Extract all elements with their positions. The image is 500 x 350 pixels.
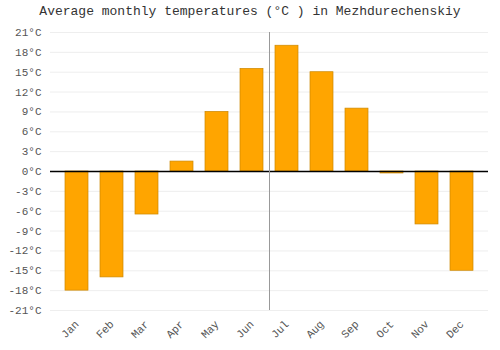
html-text:Average monthly temperatures (: Average monthly temperatures (°C ) in Me… — [39, 4, 461, 19]
svg-text:Mar: Mar — [129, 318, 151, 340]
svg-text:Feb: Feb — [94, 318, 116, 340]
svg-text:-18°C: -18°C — [8, 285, 41, 297]
svg-text:Nov: Nov — [409, 318, 432, 341]
svg-text:0°C: 0°C — [22, 166, 42, 178]
svg-text:Aug: Aug — [304, 318, 326, 340]
svg-text:18°C: 18°C — [15, 47, 42, 59]
svg-text:15°C: 15°C — [15, 67, 42, 79]
svg-text:-12°C: -12°C — [8, 245, 41, 257]
svg-text:Jul: Jul — [269, 318, 291, 340]
svg-text:-3°C: -3°C — [15, 186, 42, 198]
svg-text:-21°C: -21°C — [8, 305, 41, 317]
svg-text:9°C: 9°C — [22, 106, 42, 118]
svg-text:May: May — [199, 318, 222, 341]
svg-text:Jan: Jan — [59, 318, 81, 340]
svg-text:-6°C: -6°C — [15, 206, 42, 218]
svg-text:12°C: 12°C — [15, 87, 42, 99]
svg-text:Apr: Apr — [164, 318, 186, 340]
svg-text:Sep: Sep — [339, 318, 361, 340]
svg-text:3°C: 3°C — [22, 146, 42, 158]
svg-text:Oct: Oct — [374, 318, 396, 340]
svg-text:21°C: 21°C — [15, 27, 42, 39]
svg-text:Dec: Dec — [444, 318, 466, 340]
svg-text:-9°C: -9°C — [15, 226, 42, 238]
svg-text:6°C: 6°C — [22, 126, 42, 138]
svg-text:-15°C: -15°C — [8, 265, 41, 277]
svg-text:Jun: Jun — [234, 318, 256, 340]
